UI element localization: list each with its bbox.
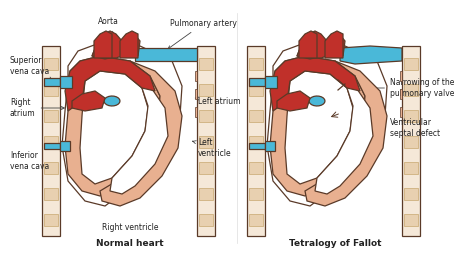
Polygon shape [104,96,120,106]
Polygon shape [199,58,213,70]
Polygon shape [249,136,263,148]
Polygon shape [110,74,168,194]
Polygon shape [120,31,138,58]
Polygon shape [199,188,213,200]
Polygon shape [44,188,58,200]
Polygon shape [197,46,215,236]
Polygon shape [270,56,365,196]
Polygon shape [60,141,70,151]
Polygon shape [44,58,58,70]
Polygon shape [404,110,418,122]
Polygon shape [249,214,263,226]
Polygon shape [60,76,72,88]
Polygon shape [249,84,263,96]
Polygon shape [249,162,263,174]
Text: Left atrium: Left atrium [195,97,240,105]
Polygon shape [315,74,373,194]
Polygon shape [327,36,345,56]
Polygon shape [44,162,58,174]
Polygon shape [92,36,118,59]
Polygon shape [285,71,353,184]
Polygon shape [199,84,213,96]
Text: Superior
vena cava: Superior vena cava [10,56,52,80]
Polygon shape [270,56,360,111]
Polygon shape [402,46,420,236]
Polygon shape [44,110,58,122]
Polygon shape [404,136,418,148]
Text: Left
ventricle: Left ventricle [192,138,232,158]
Polygon shape [122,36,140,56]
Polygon shape [340,46,402,64]
Polygon shape [100,61,182,206]
Polygon shape [265,76,277,88]
Polygon shape [297,36,323,59]
Text: Inferior
vena cava: Inferior vena cava [10,146,54,171]
Polygon shape [404,188,418,200]
Polygon shape [195,89,197,99]
Polygon shape [44,84,58,96]
Polygon shape [44,78,60,86]
Polygon shape [44,214,58,226]
Polygon shape [247,46,265,236]
Text: Tetralogy of Fallot: Tetralogy of Fallot [289,239,381,248]
Polygon shape [199,214,213,226]
Polygon shape [44,143,60,149]
Polygon shape [249,78,265,86]
Polygon shape [249,188,263,200]
Polygon shape [195,107,197,117]
Text: Right ventricle: Right ventricle [102,223,158,232]
Text: Right
atrium: Right atrium [10,98,64,118]
Polygon shape [94,31,112,58]
Polygon shape [42,46,60,236]
Polygon shape [249,110,263,122]
Polygon shape [299,31,317,58]
Polygon shape [325,31,343,58]
Polygon shape [62,41,182,206]
Text: Normal heart: Normal heart [96,239,164,248]
Polygon shape [404,58,418,70]
Polygon shape [400,89,402,99]
Polygon shape [309,96,325,106]
Polygon shape [404,84,418,96]
Polygon shape [195,71,197,81]
Polygon shape [44,136,58,148]
Polygon shape [265,141,275,151]
Text: Narrowing of the
pulmonary valve: Narrowing of the pulmonary valve [359,78,455,98]
Polygon shape [65,56,160,196]
Polygon shape [92,31,122,58]
Polygon shape [65,56,155,111]
Polygon shape [249,143,265,149]
Polygon shape [297,31,327,58]
Polygon shape [199,136,213,148]
Polygon shape [305,61,387,206]
Polygon shape [80,71,148,184]
Polygon shape [400,107,402,117]
Polygon shape [135,48,197,61]
Polygon shape [249,58,263,70]
Polygon shape [267,41,387,206]
Polygon shape [277,91,310,111]
Polygon shape [400,71,402,81]
Text: Pulmonary artery: Pulmonary artery [168,19,237,49]
Polygon shape [404,214,418,226]
Text: Aorta: Aorta [98,17,118,38]
Polygon shape [199,110,213,122]
Polygon shape [199,162,213,174]
Text: Ventricular
septal defect: Ventricular septal defect [349,118,440,138]
Polygon shape [404,162,418,174]
Polygon shape [72,91,105,111]
